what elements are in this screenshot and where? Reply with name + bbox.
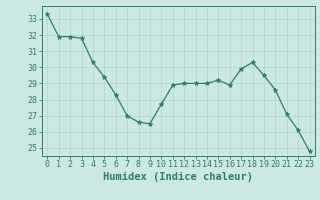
X-axis label: Humidex (Indice chaleur): Humidex (Indice chaleur) <box>103 172 253 182</box>
